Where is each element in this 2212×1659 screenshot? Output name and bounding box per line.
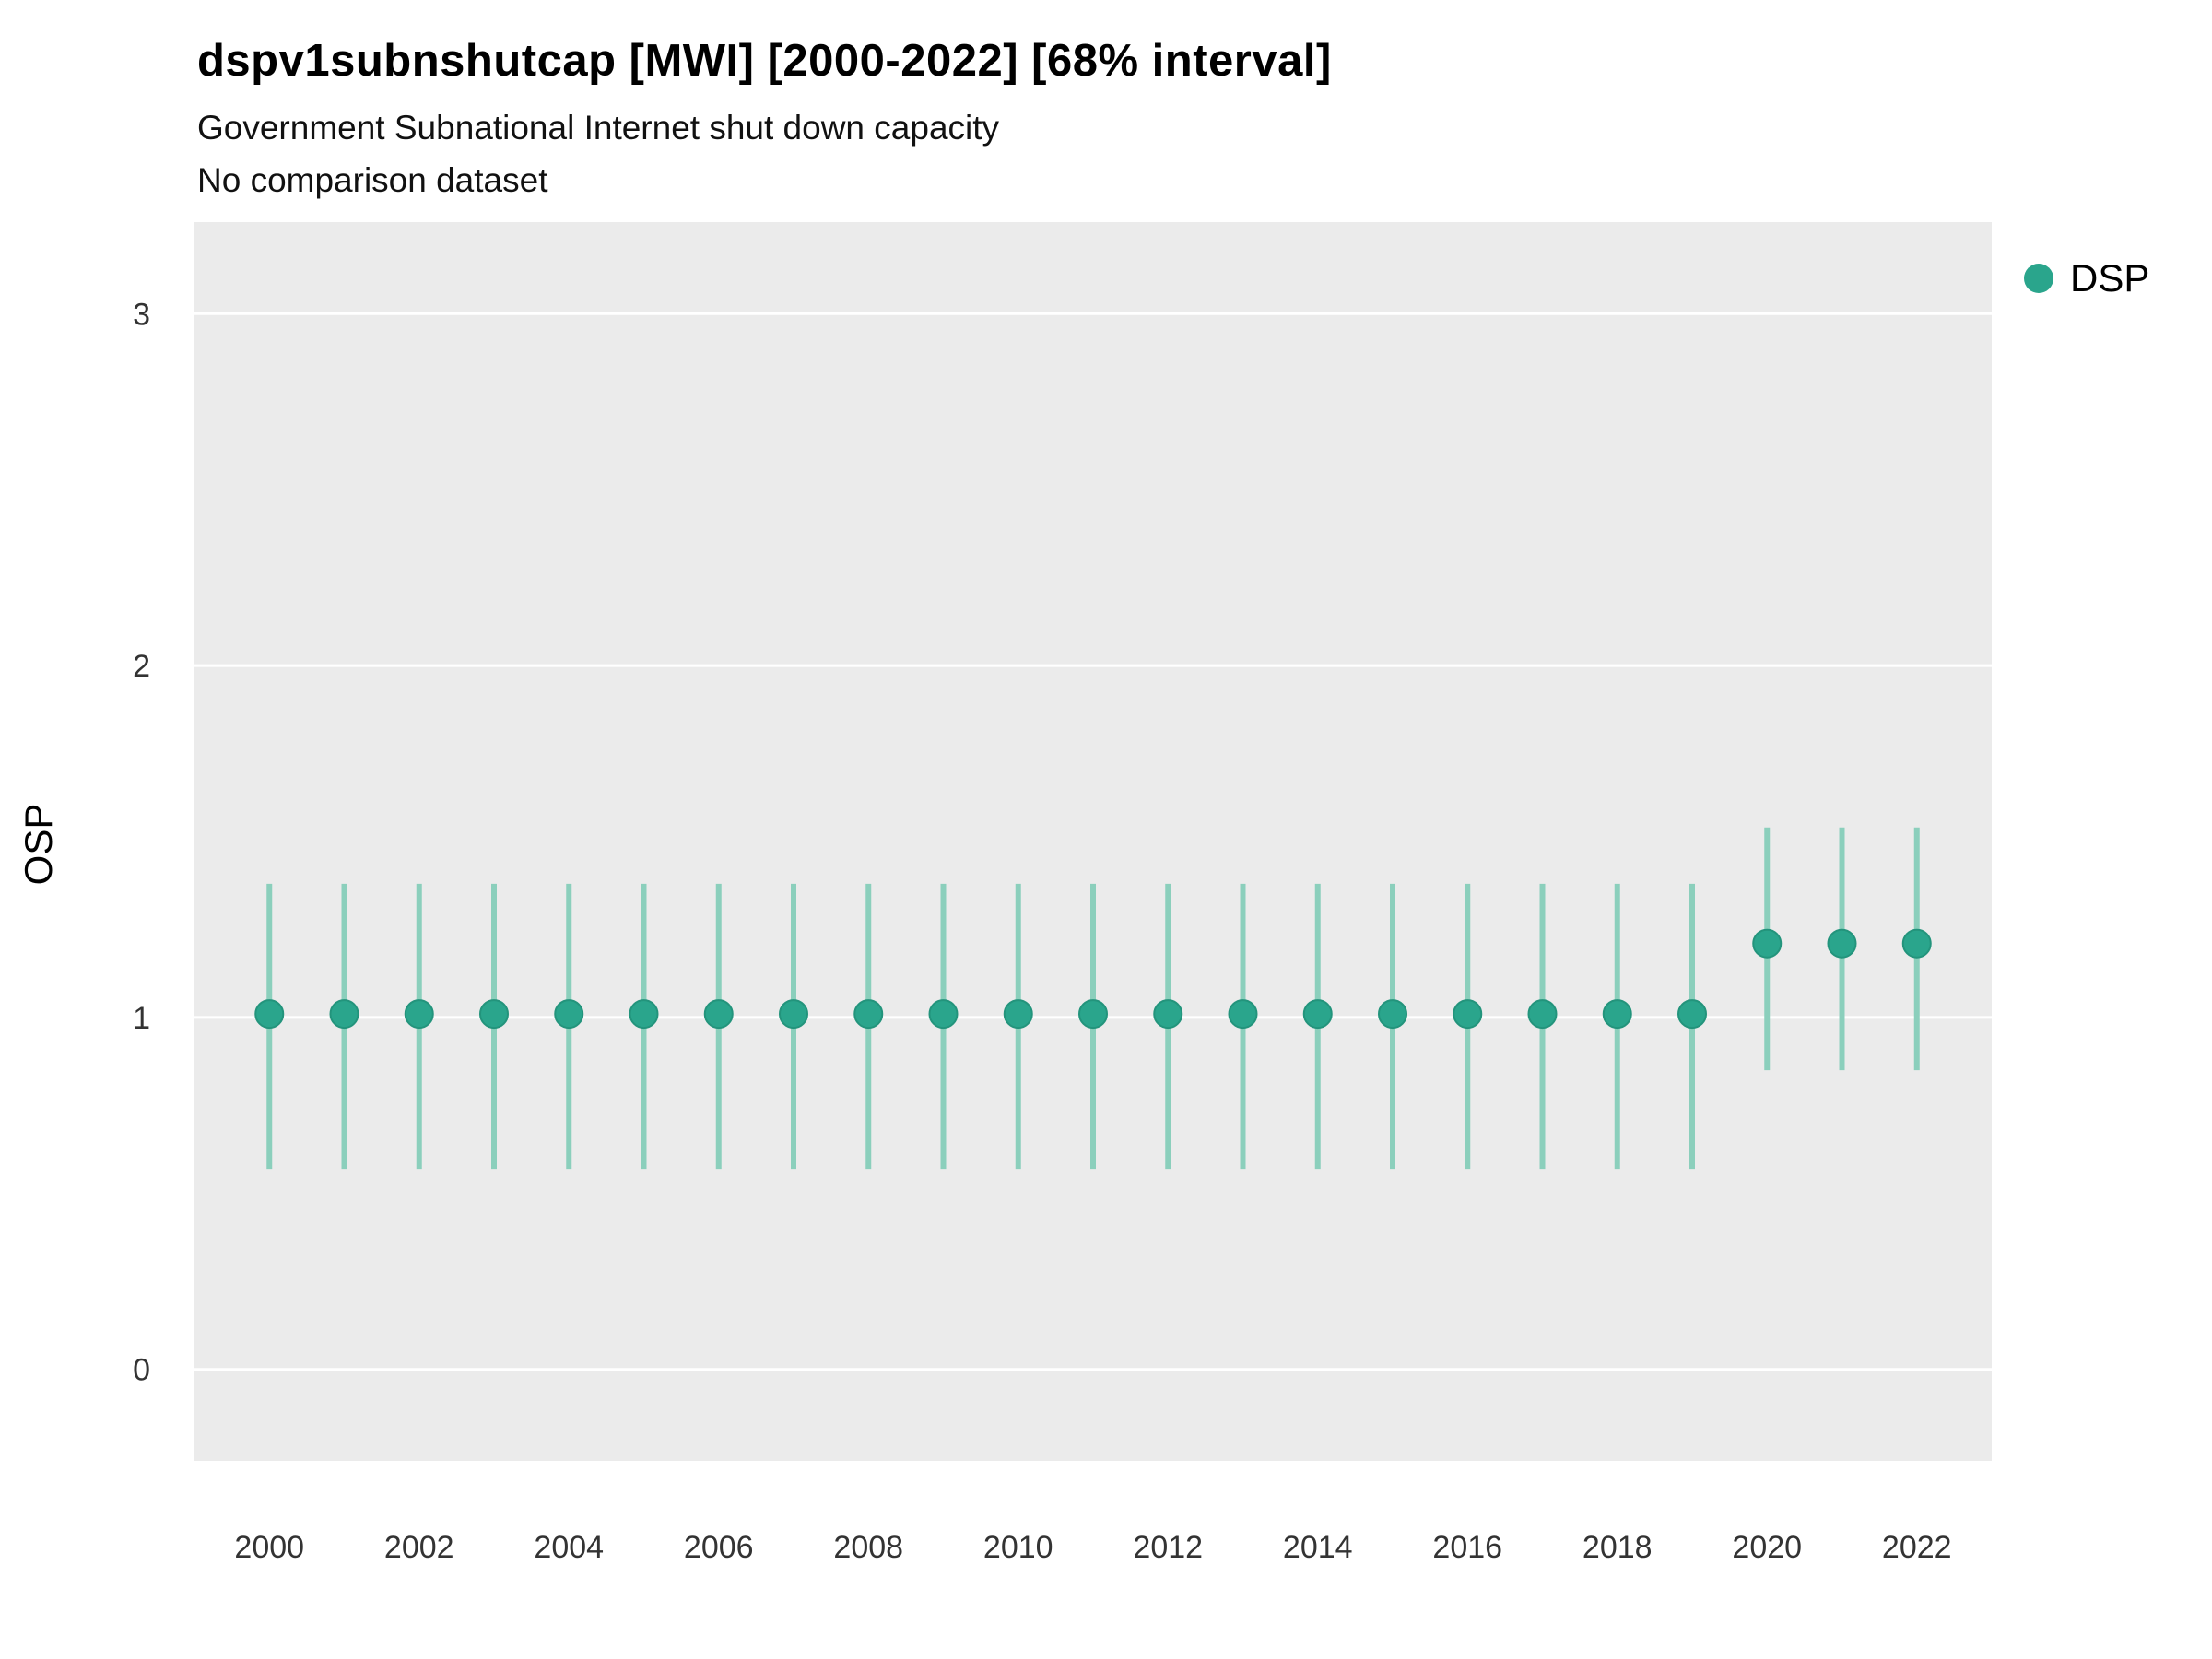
data-point-2009 — [928, 999, 959, 1030]
y-tick-label: 2 — [133, 649, 150, 684]
x-tick-label: 2010 — [983, 1530, 1053, 1565]
legend-label-dsp: DSP — [2070, 256, 2150, 300]
data-point-2008 — [853, 999, 884, 1030]
x-tick-label: 2014 — [1283, 1530, 1353, 1565]
y-tick-label: 0 — [133, 1353, 150, 1388]
y-tick-label: 3 — [133, 297, 150, 332]
x-tick-label: 2016 — [1432, 1530, 1502, 1565]
x-tick-label: 2008 — [833, 1530, 903, 1565]
data-point-2016 — [1453, 999, 1483, 1030]
data-point-2015 — [1378, 999, 1407, 1030]
legend-dot-dsp — [2024, 264, 2053, 293]
x-tick-label: 2002 — [384, 1530, 454, 1565]
x-tick-label: 2020 — [1732, 1530, 1802, 1565]
data-point-2002 — [404, 999, 434, 1030]
data-point-2020 — [1752, 928, 1783, 959]
x-tick-label: 2012 — [1133, 1530, 1203, 1565]
data-point-2000 — [254, 999, 285, 1030]
data-point-2019 — [1677, 999, 1707, 1030]
x-tick-label: 2004 — [534, 1530, 604, 1565]
data-point-2012 — [1153, 999, 1183, 1030]
chart-title: dspv1subnshutcap [MWI] [2000-2022] [68% … — [197, 36, 1332, 86]
data-point-2022 — [1901, 928, 1932, 959]
data-point-2013 — [1228, 999, 1258, 1030]
x-tick-label: 2000 — [234, 1530, 304, 1565]
data-point-2017 — [1527, 999, 1558, 1030]
data-point-2010 — [1003, 999, 1033, 1030]
data-point-2003 — [479, 999, 509, 1030]
data-point-2006 — [703, 999, 734, 1030]
y-tick-label: 1 — [133, 1001, 150, 1036]
chart-subtitle: Government Subnational Internet shut dow… — [197, 109, 1000, 147]
legend: DSP — [2024, 256, 2149, 300]
data-point-2001 — [329, 999, 359, 1030]
data-point-2018 — [1602, 999, 1632, 1030]
data-point-2011 — [1078, 999, 1108, 1030]
data-point-2007 — [779, 999, 808, 1030]
data-point-2014 — [1302, 999, 1333, 1030]
comparison-note: No comparison dataset — [197, 161, 548, 199]
data-point-2004 — [554, 999, 584, 1030]
data-point-2005 — [629, 999, 659, 1030]
x-tick-label: 2022 — [1882, 1530, 1952, 1565]
plot-panel — [194, 222, 1992, 1461]
x-tick-label: 2018 — [1583, 1530, 1653, 1565]
data-point-2021 — [1827, 928, 1857, 959]
x-tick-label: 2006 — [684, 1530, 754, 1565]
